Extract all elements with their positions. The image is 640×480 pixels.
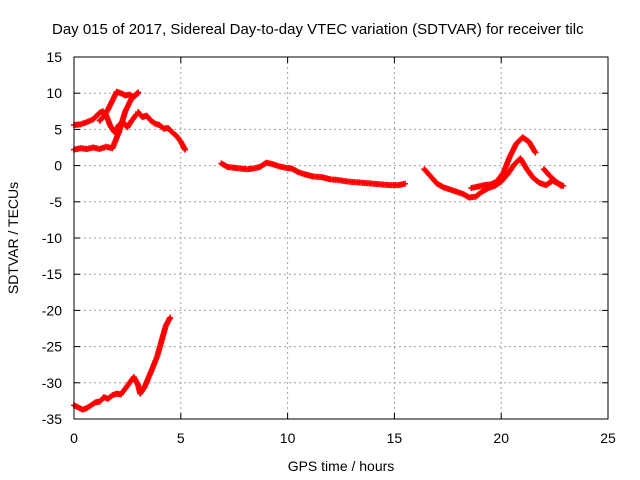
y-tick-label: -20 (42, 302, 62, 318)
series-arc-8 (468, 134, 539, 192)
data-point (135, 90, 142, 97)
y-tick-label: 10 (46, 85, 62, 101)
data-point (402, 180, 409, 187)
series-arc-6 (218, 159, 409, 189)
data-point (558, 182, 565, 189)
series-arc-9 (540, 166, 565, 189)
plot-frame (73, 56, 609, 420)
data-point (532, 149, 539, 156)
series-arc-3 (96, 88, 142, 124)
chart-title: Day 015 of 2017, Sidereal Day-to-day VTE… (52, 21, 584, 38)
x-tick-label: 10 (280, 430, 296, 446)
x-tick-label: 20 (493, 430, 509, 446)
y-tick-label: -30 (42, 375, 62, 391)
data-point (182, 146, 189, 153)
grid-lines (74, 57, 608, 419)
y-tick-label: -5 (50, 194, 63, 210)
series-arc-4 (135, 109, 189, 153)
y-tick-label: -35 (42, 411, 62, 427)
y-tick-label: -15 (42, 266, 62, 282)
x-tick-label: 5 (177, 430, 185, 446)
y-tick-labels: 15 10 5 0 -5 -10 -15 -20 -25 -30 -35 (42, 49, 62, 427)
data-points (71, 88, 567, 413)
y-axis-label: SDTVAR / TECUs (5, 182, 21, 294)
series-arc-5 (71, 314, 174, 413)
x-tick-labels: 0 5 10 15 20 25 (70, 430, 616, 446)
x-tick-label: 25 (600, 430, 616, 446)
y-tick-label: 0 (54, 158, 62, 174)
y-tick-label: 15 (46, 49, 62, 65)
series-arc-7 (421, 155, 567, 201)
y-tick-label: -10 (42, 230, 62, 246)
y-tick-label: -25 (42, 339, 62, 355)
y-tick-label: 5 (54, 121, 62, 137)
x-tick-label: 15 (387, 430, 403, 446)
x-axis-label: GPS time / hours (288, 458, 395, 474)
x-tick-label: 0 (70, 430, 78, 446)
data-point (167, 314, 174, 321)
